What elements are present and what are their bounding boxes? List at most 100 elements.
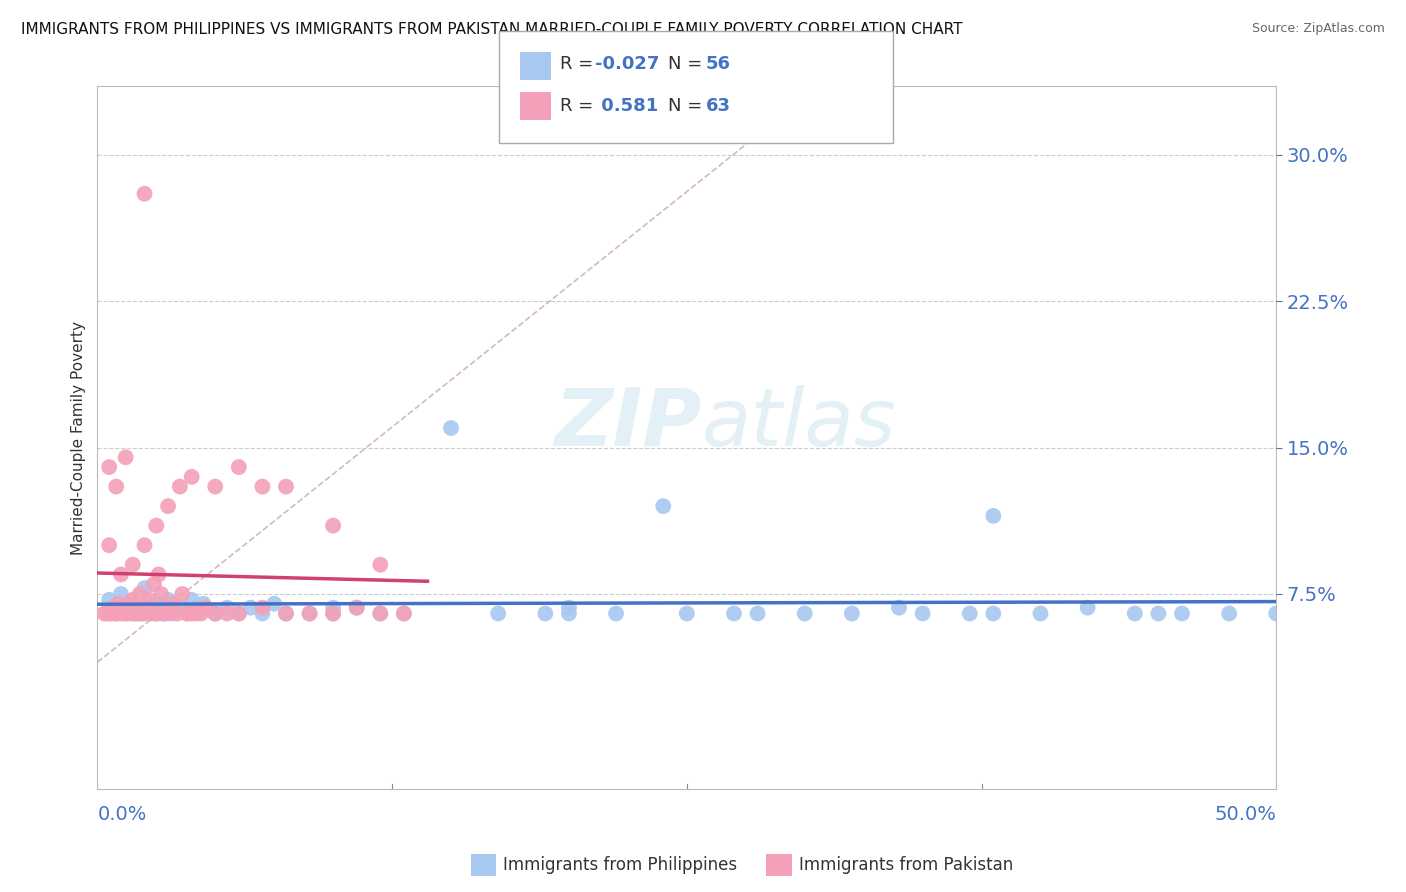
Point xyxy=(134,607,156,621)
Point xyxy=(157,607,180,621)
Point xyxy=(322,607,344,621)
Text: Immigrants from Pakistan: Immigrants from Pakistan xyxy=(799,856,1012,874)
Text: ZIP: ZIP xyxy=(554,384,702,463)
Point xyxy=(114,607,136,621)
Point xyxy=(239,600,262,615)
Point xyxy=(204,607,226,621)
Point xyxy=(134,538,156,552)
Point xyxy=(228,607,250,621)
Point xyxy=(134,581,156,595)
Point xyxy=(176,607,198,621)
Point xyxy=(747,607,769,621)
Text: N =: N = xyxy=(668,97,707,115)
Point xyxy=(322,600,344,615)
Point xyxy=(117,607,139,621)
Text: 56: 56 xyxy=(706,55,731,73)
Point xyxy=(675,607,697,621)
Point xyxy=(107,597,129,611)
Point xyxy=(124,607,146,621)
Text: 63: 63 xyxy=(706,97,731,115)
Point xyxy=(215,607,238,621)
Point xyxy=(534,607,557,621)
Text: atlas: atlas xyxy=(702,384,896,463)
Point xyxy=(793,607,815,621)
Point xyxy=(121,597,143,611)
Point xyxy=(252,607,274,621)
Text: R =: R = xyxy=(560,55,599,73)
Point xyxy=(298,607,321,621)
Point xyxy=(887,600,910,615)
Point xyxy=(204,607,226,621)
Point xyxy=(128,587,150,601)
Point xyxy=(1171,607,1194,621)
Point xyxy=(180,607,202,621)
Point xyxy=(252,480,274,494)
Point xyxy=(652,499,675,513)
Text: R =: R = xyxy=(560,97,599,115)
Point xyxy=(1029,607,1052,621)
Point xyxy=(180,592,202,607)
Point xyxy=(558,600,581,615)
Point xyxy=(911,607,934,621)
Point xyxy=(1265,607,1288,621)
Text: Source: ZipAtlas.com: Source: ZipAtlas.com xyxy=(1251,22,1385,36)
Point xyxy=(98,592,121,607)
Point xyxy=(110,607,132,621)
Point xyxy=(1147,607,1170,621)
Text: IMMIGRANTS FROM PHILIPPINES VS IMMIGRANTS FROM PAKISTAN MARRIED-COUPLE FAMILY PO: IMMIGRANTS FROM PHILIPPINES VS IMMIGRANT… xyxy=(21,22,963,37)
Point xyxy=(98,607,121,621)
Point xyxy=(346,600,368,615)
Point xyxy=(138,607,160,621)
Point xyxy=(274,480,297,494)
Point xyxy=(274,607,297,621)
Point xyxy=(152,607,174,621)
Point xyxy=(368,607,391,621)
Point xyxy=(1218,607,1240,621)
Point xyxy=(93,607,115,621)
Point xyxy=(186,607,208,621)
Point xyxy=(204,607,226,621)
Point xyxy=(204,480,226,494)
Point xyxy=(128,607,150,621)
Point xyxy=(98,460,121,475)
Point xyxy=(605,607,627,621)
Point xyxy=(152,607,174,621)
Point xyxy=(127,607,149,621)
Point xyxy=(105,480,128,494)
Point xyxy=(169,480,191,494)
Y-axis label: Married-Couple Family Poverty: Married-Couple Family Poverty xyxy=(72,321,86,555)
Point xyxy=(114,450,136,465)
Point xyxy=(368,607,391,621)
Point xyxy=(114,600,136,615)
Point xyxy=(959,607,981,621)
Point xyxy=(148,567,170,582)
Point xyxy=(298,607,321,621)
Text: 50.0%: 50.0% xyxy=(1215,805,1277,824)
Point xyxy=(157,499,180,513)
Point xyxy=(190,607,212,621)
Point xyxy=(176,607,198,621)
Point xyxy=(162,607,184,621)
Point xyxy=(841,607,863,621)
Point xyxy=(98,538,121,552)
Point xyxy=(392,607,415,621)
Point xyxy=(110,567,132,582)
Text: N =: N = xyxy=(668,55,707,73)
Point xyxy=(96,607,118,621)
Point xyxy=(322,518,344,533)
Text: Immigrants from Philippines: Immigrants from Philippines xyxy=(503,856,738,874)
Point xyxy=(145,597,167,611)
Point xyxy=(346,600,368,615)
Point xyxy=(138,592,160,607)
Point xyxy=(105,607,128,621)
Point xyxy=(274,607,297,621)
Point xyxy=(215,600,238,615)
Point xyxy=(180,470,202,484)
Point xyxy=(162,597,184,611)
Point xyxy=(166,607,188,621)
Point xyxy=(105,607,128,621)
Point xyxy=(141,607,163,621)
Point xyxy=(1123,607,1146,621)
Point xyxy=(228,607,250,621)
Point xyxy=(157,592,180,607)
